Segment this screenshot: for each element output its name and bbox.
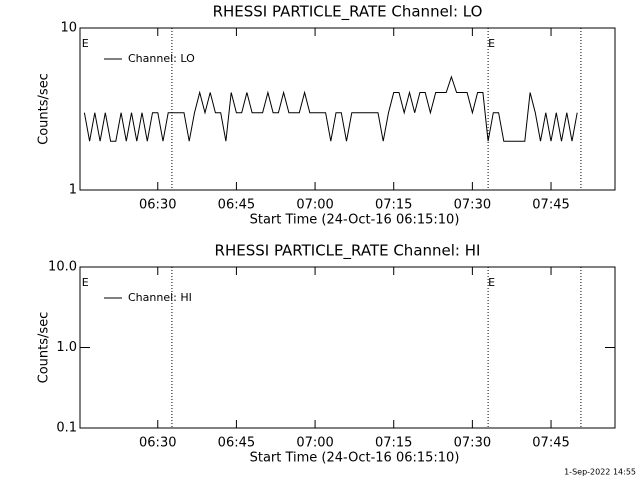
x-tick-label: 07:15 [375, 436, 412, 451]
x-tick-label: 06:45 [218, 436, 255, 451]
x-tick-label: 07:30 [454, 198, 491, 213]
y-axis-label: Counts/sec [37, 73, 52, 145]
footer-timestamp: 1-Sep-2022 14:55 [564, 468, 636, 477]
x-tick-label: 07:00 [296, 198, 333, 213]
y-tick-label: 1 [69, 183, 77, 198]
x-tick-label: 06:30 [139, 198, 176, 213]
y-tick-label: 1.0 [56, 340, 77, 355]
x-tick-label: 06:30 [139, 436, 176, 451]
legend-label: Channel: HI [128, 291, 192, 304]
legend-label: Channel: LO [128, 52, 195, 65]
x-tick-label: 07:45 [532, 436, 569, 451]
x-axis-label: Start Time (24-Oct-16 06:15:10) [250, 213, 460, 228]
y-tick-label: 0.1 [56, 421, 77, 436]
chart-title: RHESSI PARTICLE_RATE Channel: HI [215, 242, 481, 261]
x-tick-label: 07:45 [532, 198, 569, 213]
plot-frame [79, 27, 616, 191]
chart-title: RHESSI PARTICLE_RATE Channel: LO [213, 3, 483, 22]
flag-label: E [488, 37, 495, 50]
flag-label: E [82, 276, 89, 289]
y-axis-label: Counts/sec [37, 312, 52, 384]
y-tick-label: 10.0 [48, 260, 77, 275]
x-tick-label: 07:30 [454, 436, 491, 451]
flag-label: E [82, 37, 89, 50]
data-line [83, 75, 578, 142]
x-tick-label: 07:15 [375, 198, 412, 213]
y-tick-label: 10 [60, 21, 77, 36]
flag-label: E [488, 276, 495, 289]
x-tick-label: 06:45 [218, 198, 255, 213]
x-tick-label: 07:00 [296, 436, 333, 451]
x-axis-label: Start Time (24-Oct-16 06:15:10) [250, 451, 460, 466]
